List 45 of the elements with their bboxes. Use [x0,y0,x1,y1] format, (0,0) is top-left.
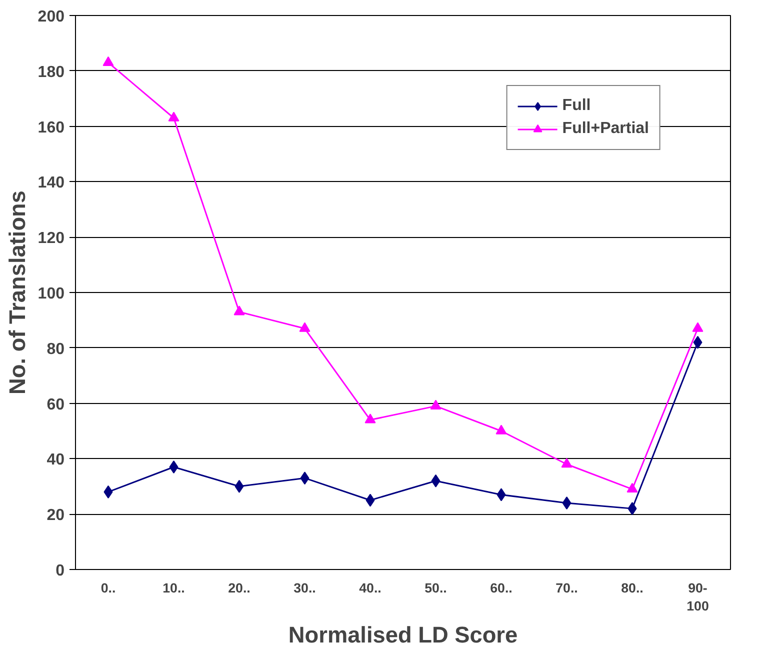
point [299,322,310,332]
point [561,458,572,468]
point [496,488,506,502]
point [692,322,704,332]
point [234,306,245,316]
y-tick-label: 200 [38,8,65,26]
point [102,56,114,66]
x-tick-label: 10.. [162,580,185,596]
x-axis-title: Normalised LD Score [288,622,518,648]
point [431,474,440,488]
y-tick-label: 20 [46,507,65,524]
y-axis-title: No. of Translations [4,190,30,394]
point [496,424,507,434]
point [562,496,572,510]
point [693,336,702,349]
y-tick-label: 60 [46,396,65,414]
point [366,494,375,507]
y-tick-label: 180 [38,64,65,81]
x-tick-label: 0.. [100,580,116,596]
x-tick-label: 70.. [556,580,578,596]
point [169,460,178,474]
x-tick-label: 80.. [621,580,644,596]
x-tick-label: 50.. [424,580,447,596]
point [364,414,376,424]
point [104,485,113,498]
x-tick-label: 30.. [294,580,316,596]
legend-label: Full [562,97,591,115]
point [300,472,310,485]
point [628,502,637,516]
legend-label: Full+Partial [562,120,649,138]
y-tick-label: 120 [38,230,65,248]
x-tick-label: 20.. [228,580,250,596]
x-tick-label: 60.. [490,580,512,596]
point [430,400,442,410]
y-tick-label: 0 [56,562,65,580]
x-tick-label: 90- 100 [686,580,709,614]
y-tick-label: 140 [38,174,65,192]
y-tick-label: 40 [46,452,65,469]
point [234,480,244,493]
point [626,482,638,493]
y-tick-label: 100 [38,286,65,302]
x-tick-label: 40.. [359,580,382,596]
y-tick-label: 160 [38,119,65,136]
point [168,112,180,122]
y-tick-label: 80 [46,340,65,358]
